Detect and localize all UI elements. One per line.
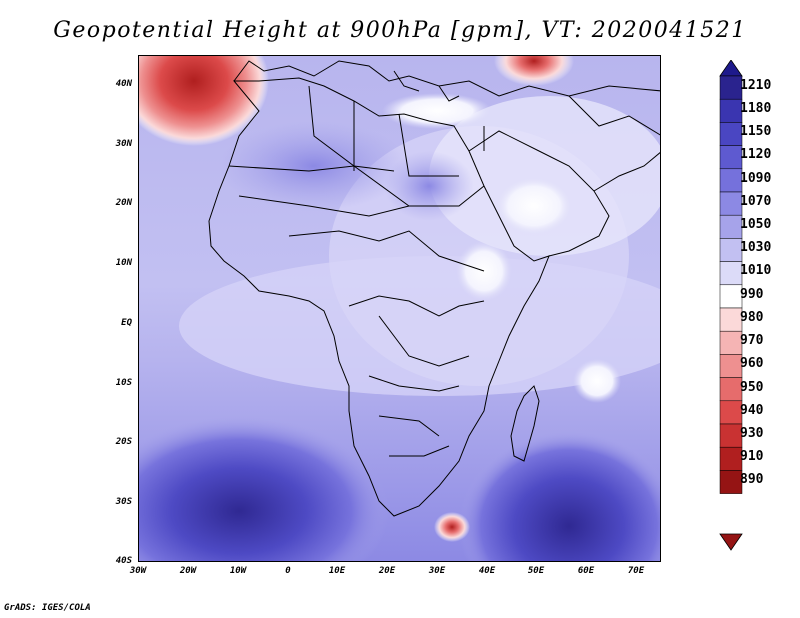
colorbar-label: 1050 [740,217,772,232]
lat-label-40n: 40N [115,79,132,89]
lon-label-10w: 10W [229,566,247,576]
colorbar-label: 1070 [740,194,772,209]
lat-label-10s: 10S [115,378,132,388]
colorbar-segment [719,261,743,286]
geopotential-map [139,56,660,561]
colorbar [719,60,743,551]
lon-label-30w: 30W [129,566,147,576]
colorbar-segment [719,75,743,100]
lat-label-40s: 40S [115,556,132,566]
colorbar-label: 960 [740,356,764,371]
colorbar-segment [719,423,743,448]
colorbar-label: 1010 [740,263,772,278]
chart-title: Geopotential Height at 900hPa [gpm], VT:… [53,18,747,43]
lon-label-10e: 10E [328,566,346,576]
lon-label-50e: 50E [527,566,545,576]
lon-label-60e: 60E [577,566,595,576]
lat-label-10n: 10N [115,258,132,268]
colorbar-label: 1090 [740,171,772,186]
lat-label-eq: EQ [121,318,132,328]
colorbar-label: 890 [740,472,764,487]
colorbar-segment [719,191,743,216]
colorbar-segment [719,238,743,262]
colorbar-label: 1210 [740,78,772,93]
colorbar-label: 910 [740,449,764,464]
lat-label-30s: 30S [115,497,132,507]
lon-label-20w: 20W [179,566,197,576]
lat-label-20n: 20N [115,198,132,208]
colorbar-segment [719,145,743,170]
colorbar-segment [719,284,743,309]
colorbar-label: 940 [740,403,764,418]
colorbar-bottom-arrow [719,533,743,551]
lon-label-30e: 30E [428,566,446,576]
colorbar-label: 1150 [740,124,772,139]
colorbar-label: 1120 [740,147,772,162]
colorbar-segment [719,307,743,332]
colorbar-segment [719,446,743,471]
lat-label-20s: 20S [115,437,132,447]
colorbar-segment [719,354,743,378]
colorbar-label: 1030 [740,240,772,255]
lon-label-40e: 40E [478,566,496,576]
colorbar-label: 990 [740,287,764,302]
colorbar-label: 930 [740,426,764,441]
colorbar-label: 950 [740,380,764,395]
footer-credit: GrADS: IGES/COLA [4,603,91,613]
colorbar-label: 980 [740,310,764,325]
colorbar-segment [719,168,743,193]
colorbar-label: 1180 [740,101,772,116]
lat-label-30n: 30N [115,139,132,149]
lon-label-0: 0 [285,566,291,576]
colorbar-label: 970 [740,333,764,348]
lon-label-20e: 20E [378,566,396,576]
colorbar-segment [719,400,743,425]
colorbar-top-arrow [719,60,743,77]
colorbar-segment [719,122,743,146]
colorbar-segment [719,214,743,239]
lon-label-70e: 70E [627,566,645,576]
colorbar-segment [719,377,743,402]
colorbar-segment [719,470,743,494]
colorbar-segment [719,330,743,355]
map-panel [138,55,661,562]
colorbar-segment [719,98,743,123]
